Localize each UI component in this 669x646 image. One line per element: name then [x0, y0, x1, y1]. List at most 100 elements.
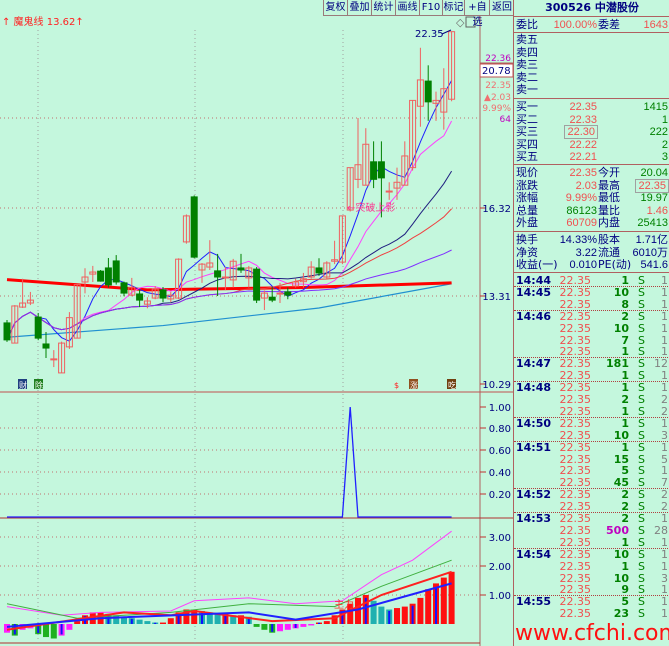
candle[interactable]: [284, 291, 292, 296]
candle[interactable]: [42, 343, 50, 349]
trade-row[interactable]: 22.35 8 S 1: [514, 298, 669, 311]
event-marker[interactable]: 吃: [448, 380, 456, 390]
candle[interactable]: [260, 292, 268, 299]
candle[interactable]: [299, 278, 307, 283]
candle[interactable]: [385, 190, 393, 193]
event-marker[interactable]: $: [394, 381, 399, 390]
toolbar-f10-button[interactable]: F10: [419, 0, 442, 16]
toolbar-overlay-button[interactable]: 叠加: [347, 0, 371, 16]
candle[interactable]: [120, 282, 128, 294]
candle[interactable]: [159, 289, 167, 299]
candle[interactable]: [432, 99, 440, 104]
candle[interactable]: [81, 276, 89, 283]
trade-row[interactable]: 22.35 1 S 1: [514, 560, 669, 573]
candle[interactable]: [253, 268, 261, 301]
trade-row[interactable]: 14:47 22.35 181 S 12: [514, 358, 669, 370]
candle[interactable]: [221, 276, 229, 279]
trade-row[interactable]: 22.35 10 S 3: [514, 429, 669, 442]
candle[interactable]: [377, 161, 385, 179]
candle[interactable]: [370, 161, 378, 180]
candle[interactable]: [448, 31, 456, 100]
candle[interactable]: [182, 215, 190, 243]
trade-row[interactable]: 22.35 7 S 1: [514, 334, 669, 347]
toolbar-draw-line-button[interactable]: 画线: [395, 0, 419, 16]
candle[interactable]: [175, 258, 183, 299]
candle[interactable]: [307, 266, 315, 278]
trade-row[interactable]: 22.35 10 S 3: [514, 572, 669, 585]
trade-row[interactable]: 22.35 500 S 28: [514, 524, 669, 537]
candle[interactable]: [50, 358, 58, 361]
trade-row[interactable]: 22.35 9 S 1: [514, 584, 669, 596]
candle[interactable]: [97, 270, 105, 282]
toolbar-stats-button[interactable]: 统计: [371, 0, 395, 16]
event-marker-box[interactable]: [18, 379, 27, 389]
trade-row[interactable]: 22.35 1 S 1: [514, 346, 669, 358]
toolbar-mark-button[interactable]: 标记: [442, 0, 464, 16]
candle[interactable]: [73, 284, 81, 339]
candle[interactable]: [19, 302, 27, 308]
candle[interactable]: [346, 167, 354, 211]
candle[interactable]: [416, 79, 424, 107]
candle[interactable]: [409, 99, 417, 169]
candle[interactable]: [440, 88, 448, 113]
trade-row[interactable]: 14:46 22.35 2 S 1: [514, 310, 669, 323]
panel-toggle-icon[interactable]: [465, 16, 476, 28]
event-marker[interactable]: 除: [35, 380, 43, 390]
trade-row[interactable]: 14:52 22.35 2 S 2: [514, 489, 669, 501]
candle[interactable]: [143, 300, 151, 305]
candle[interactable]: [26, 299, 34, 304]
toolbar-back-button[interactable]: 返回: [489, 0, 514, 16]
event-marker-box[interactable]: [34, 379, 43, 389]
candle[interactable]: [136, 293, 144, 301]
candle[interactable]: [331, 259, 339, 262]
trade-row[interactable]: 14:50 22.35 1 S 1: [514, 417, 669, 430]
event-marker[interactable]: 涨: [410, 380, 418, 390]
trade-row[interactable]: 14:48 22.35 1 S 1: [514, 382, 669, 394]
candle[interactable]: [362, 143, 370, 186]
candle[interactable]: [34, 316, 42, 339]
candle[interactable]: [198, 263, 206, 271]
diamond-icon[interactable]: ◇: [456, 16, 465, 29]
trade-row[interactable]: 14:54 22.35 10 S 1: [514, 548, 669, 561]
trade-row[interactable]: 14:53 22.35 2 S 1: [514, 513, 669, 525]
trade-row[interactable]: 22.35 2 S 2: [514, 394, 669, 406]
candle[interactable]: [11, 305, 19, 344]
candle[interactable]: [245, 267, 253, 279]
trade-row[interactable]: 22.35 10 S 1: [514, 322, 669, 335]
event-marker-box[interactable]: [409, 379, 418, 389]
trade-row[interactable]: 22.35 23 S 1: [514, 608, 669, 620]
candle[interactable]: [354, 164, 362, 180]
trade-row[interactable]: 22.35 1 S 1: [514, 370, 669, 382]
event-marker[interactable]: 财: [19, 380, 27, 390]
candle[interactable]: [89, 271, 97, 275]
candle[interactable]: [424, 80, 432, 103]
candle[interactable]: [112, 260, 120, 283]
trade-row[interactable]: 22.35 45 S 7: [514, 477, 669, 489]
candle[interactable]: [237, 267, 245, 271]
event-marker-box[interactable]: [447, 379, 456, 389]
candle[interactable]: [393, 181, 401, 189]
kline-chart[interactable]: ↑ 魔鬼线 13.62↑ ◇ 16.32 13.31 10.29 22.36 20.78 22…: [0, 0, 513, 646]
candle[interactable]: [276, 292, 284, 295]
candle[interactable]: [292, 281, 300, 287]
candle[interactable]: [268, 296, 276, 301]
candle[interactable]: [151, 288, 159, 299]
candle[interactable]: [206, 262, 214, 268]
trade-row[interactable]: 22.35 5 S 1: [514, 465, 669, 477]
candle[interactable]: [401, 155, 409, 186]
candle[interactable]: [338, 215, 346, 263]
candle[interactable]: [315, 267, 323, 274]
candle[interactable]: [323, 262, 331, 278]
candle[interactable]: [104, 267, 112, 286]
trade-row[interactable]: 14:45 22.35 10 S 1: [514, 286, 669, 299]
trade-row[interactable]: 14:51 22.35 1 S 1: [514, 441, 669, 454]
toolbar-add-watchlist-button[interactable]: +自选: [464, 0, 490, 28]
candle[interactable]: [128, 286, 136, 296]
trade-row[interactable]: 22.35 1 S 2: [514, 405, 669, 418]
candle[interactable]: [65, 317, 73, 348]
trade-row[interactable]: 14:55 22.35 5 S 1: [514, 596, 669, 608]
candle[interactable]: [229, 260, 237, 281]
toolbar-fuquan-button[interactable]: 复权: [323, 0, 347, 16]
candle[interactable]: [3, 322, 11, 341]
trade-row[interactable]: 22.35 15 S 5: [514, 453, 669, 466]
